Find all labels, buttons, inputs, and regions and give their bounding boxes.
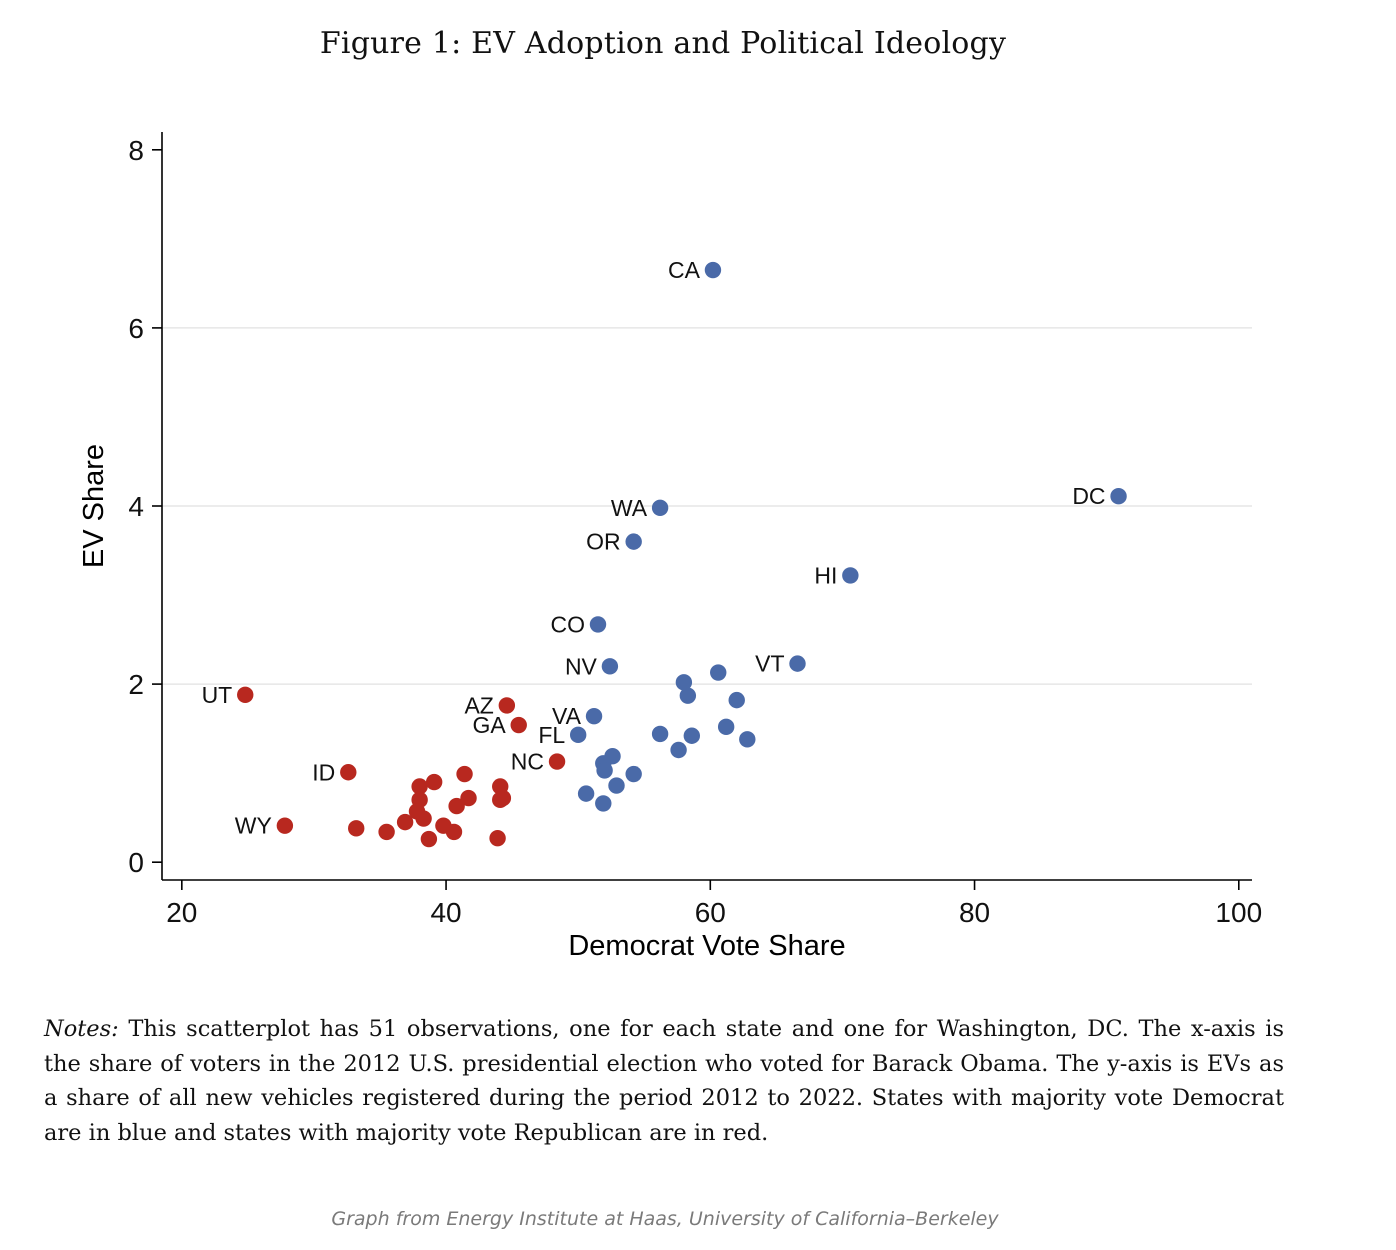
y-tick-label: 2 [128,669,144,700]
data-point [710,664,727,681]
graph-credit: Graph from Energy Institute at Haas, Uni… [331,1208,999,1230]
data-point [596,762,613,779]
x-tick-label: 40 [430,897,461,928]
data-point [415,810,432,827]
data-point [411,778,428,795]
data-point-dc [1110,488,1127,505]
point-label-dc: DC [1072,483,1105,509]
point-label-id: ID [312,759,335,785]
tick-labels: 0 2 4 6 8 20 40 60 80 100 [128,135,1262,928]
y-tick-label: 4 [128,491,144,522]
point-label-wa: WA [611,495,648,521]
y-tick-label: 6 [128,313,144,344]
data-point-co [589,616,607,633]
data-point [728,691,745,709]
notes-label: Notes: [44,1016,119,1042]
point-label-va: VA [552,703,582,729]
data-point-nv [601,658,619,675]
point-label-az: AZ [464,692,493,718]
point-label-hi: HI [814,562,837,588]
data-point [679,687,697,704]
data-point-nc [548,753,566,770]
data-point [460,789,477,807]
data-point [675,674,693,691]
data-point [717,718,735,736]
point-label-ca: CA [668,257,701,283]
y-tick-label: 0 [128,847,144,878]
x-tick-label: 80 [959,897,990,928]
x-axis-label: Democrat Vote Share [568,930,845,962]
data-point [595,795,612,812]
data-points [237,261,1127,848]
data-point-ut [237,686,254,703]
data-point [378,823,395,841]
data-point-vt [789,655,806,672]
data-point [425,773,443,791]
data-point [670,741,687,759]
y-axis-label: EV Share [78,444,110,568]
data-point-va [585,707,603,725]
point-label-vt: VT [755,651,784,677]
data-point-fl [569,726,587,744]
data-point-az [498,697,516,714]
data-point-wa [651,499,669,516]
point-label-fl: FL [538,722,565,748]
point-label-ut: UT [202,682,233,708]
data-point [492,791,509,809]
data-point [739,731,756,748]
data-point [577,785,595,802]
data-point [608,777,625,794]
data-point-id [340,764,357,781]
data-point [625,765,642,783]
axes [152,132,1252,890]
point-label-nc: NC [511,749,544,775]
notes-text: This scatterplot has 51 observations, on… [44,1016,1284,1146]
data-point [396,813,414,831]
point-label-or: OR [586,529,621,555]
data-point [489,829,506,847]
gridlines [162,327,1252,685]
x-tick-label: 60 [695,897,726,928]
x-tick-label: 20 [166,897,197,928]
data-point-ga [510,716,527,734]
data-point-ca [704,261,722,279]
data-point [348,820,365,837]
x-tick-label: 100 [1215,897,1262,928]
data-point [445,823,463,841]
data-point [448,797,465,815]
data-point-or [625,533,642,550]
notes-paragraph: Notes: This scatterplot has 51 observati… [44,1012,1284,1150]
data-point [456,765,473,783]
figure-title: Figure 1: EV Adoption and Political Ideo… [319,26,1007,61]
data-point [420,830,438,848]
data-point [683,727,701,744]
point-label-ga: GA [472,712,506,738]
data-point [651,725,669,743]
point-label-co: CO [551,611,586,637]
y-tick-label: 8 [128,135,144,166]
point-label-wy: WY [235,813,272,839]
data-point-hi [842,567,859,584]
point-label-nv: NV [565,653,598,679]
data-point-wy [276,817,294,834]
